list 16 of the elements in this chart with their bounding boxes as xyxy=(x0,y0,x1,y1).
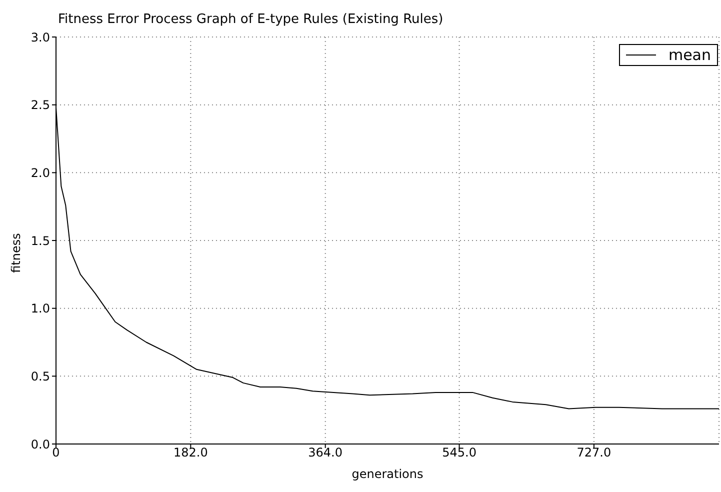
y-tick-label: 1.0 xyxy=(30,302,50,316)
x-tick-label: 545.0 xyxy=(442,446,476,460)
x-axis-title: generations xyxy=(352,467,424,481)
y-tick-label: 0.0 xyxy=(30,437,50,452)
y-tick-label: 2.0 xyxy=(30,166,50,180)
y-tick-label: 1.5 xyxy=(30,234,50,248)
y-tick-label: 0.5 xyxy=(30,369,50,384)
legend-label: mean xyxy=(668,46,711,64)
y-tick-label: 3.0 xyxy=(30,30,50,44)
x-tick-label: 0 xyxy=(52,446,60,460)
y-tick-label: 2.5 xyxy=(30,98,50,112)
y-axis-title: fitness xyxy=(9,233,24,273)
chart-title: Fitness Error Process Graph of E-type Rules (Existing Rules) xyxy=(58,12,444,27)
x-tick-label: 182.0 xyxy=(173,446,208,460)
x-tick-label: 727.0 xyxy=(576,446,612,460)
x-tick-label: 364.0 xyxy=(308,446,343,460)
